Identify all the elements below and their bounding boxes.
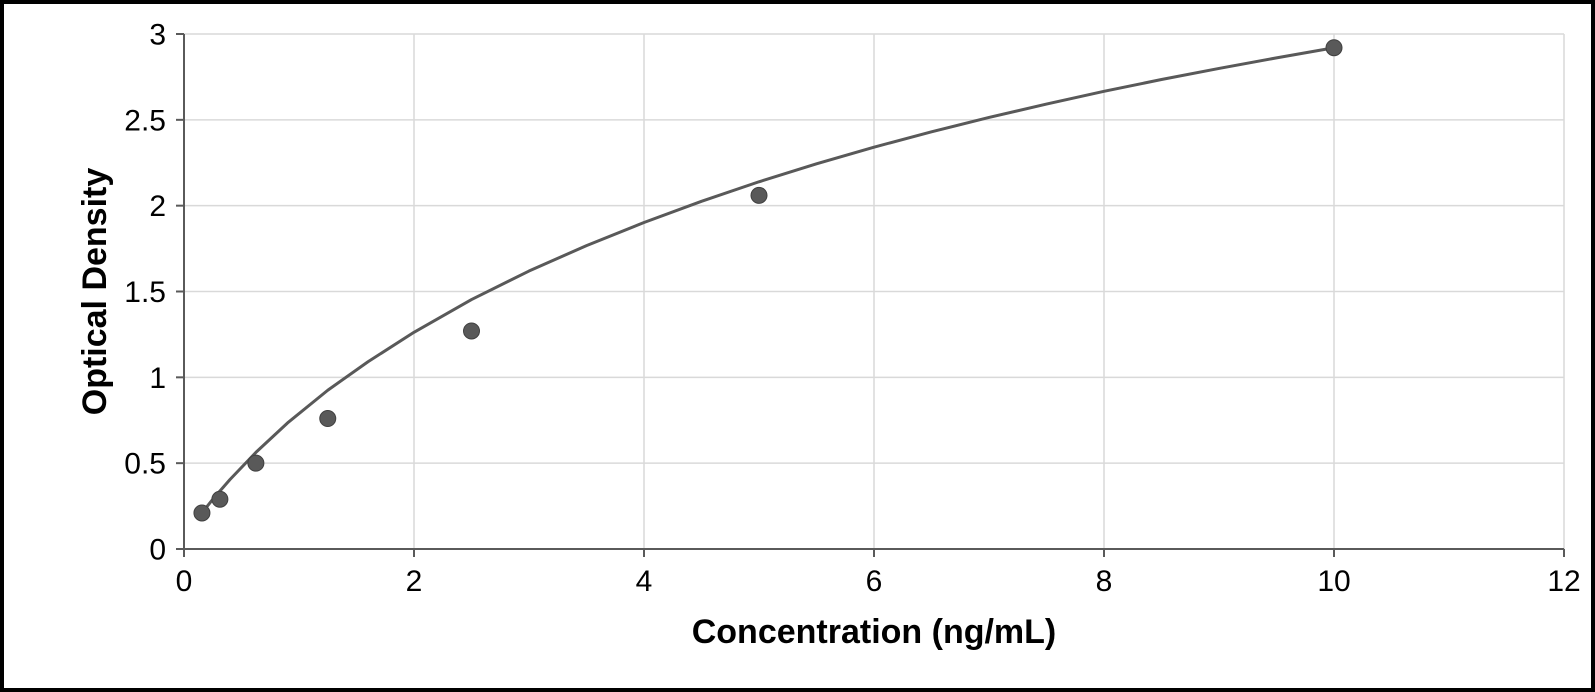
data-point xyxy=(751,187,767,203)
x-tick-label: 12 xyxy=(1547,565,1580,598)
x-tick-label: 2 xyxy=(406,565,423,598)
chart-svg: 0 2 4 6 8 10 12 0 0.5 1 1.5 2 2.5 3 Concentration (ng/… xyxy=(4,4,1591,688)
x-axis-label: Concentration (ng/mL) xyxy=(692,613,1057,651)
y-tick-label: 2 xyxy=(149,190,166,223)
data-point xyxy=(212,491,228,507)
y-tick-label: 0 xyxy=(149,534,166,567)
y-tick-label: 1.5 xyxy=(124,276,166,309)
data-point xyxy=(464,323,480,339)
y-tick-label: 0.5 xyxy=(124,448,166,481)
chart-container: 0 2 4 6 8 10 12 0 0.5 1 1.5 2 2.5 3 Concentration (ng/… xyxy=(0,0,1595,692)
x-tick-label: 8 xyxy=(1096,565,1113,598)
x-tick-label: 4 xyxy=(636,565,653,598)
x-tick-label: 6 xyxy=(866,565,883,598)
y-tick-label: 1 xyxy=(149,362,166,395)
y-tick-label: 3 xyxy=(149,19,166,52)
x-tick-label: 0 xyxy=(176,565,193,598)
data-point xyxy=(194,505,210,521)
x-tick-label: 10 xyxy=(1317,565,1350,598)
data-point xyxy=(248,455,264,471)
y-axis-label: Optical Density xyxy=(76,168,114,416)
data-point xyxy=(320,411,336,427)
y-tick-label: 2.5 xyxy=(124,104,166,137)
data-point xyxy=(1326,40,1342,56)
